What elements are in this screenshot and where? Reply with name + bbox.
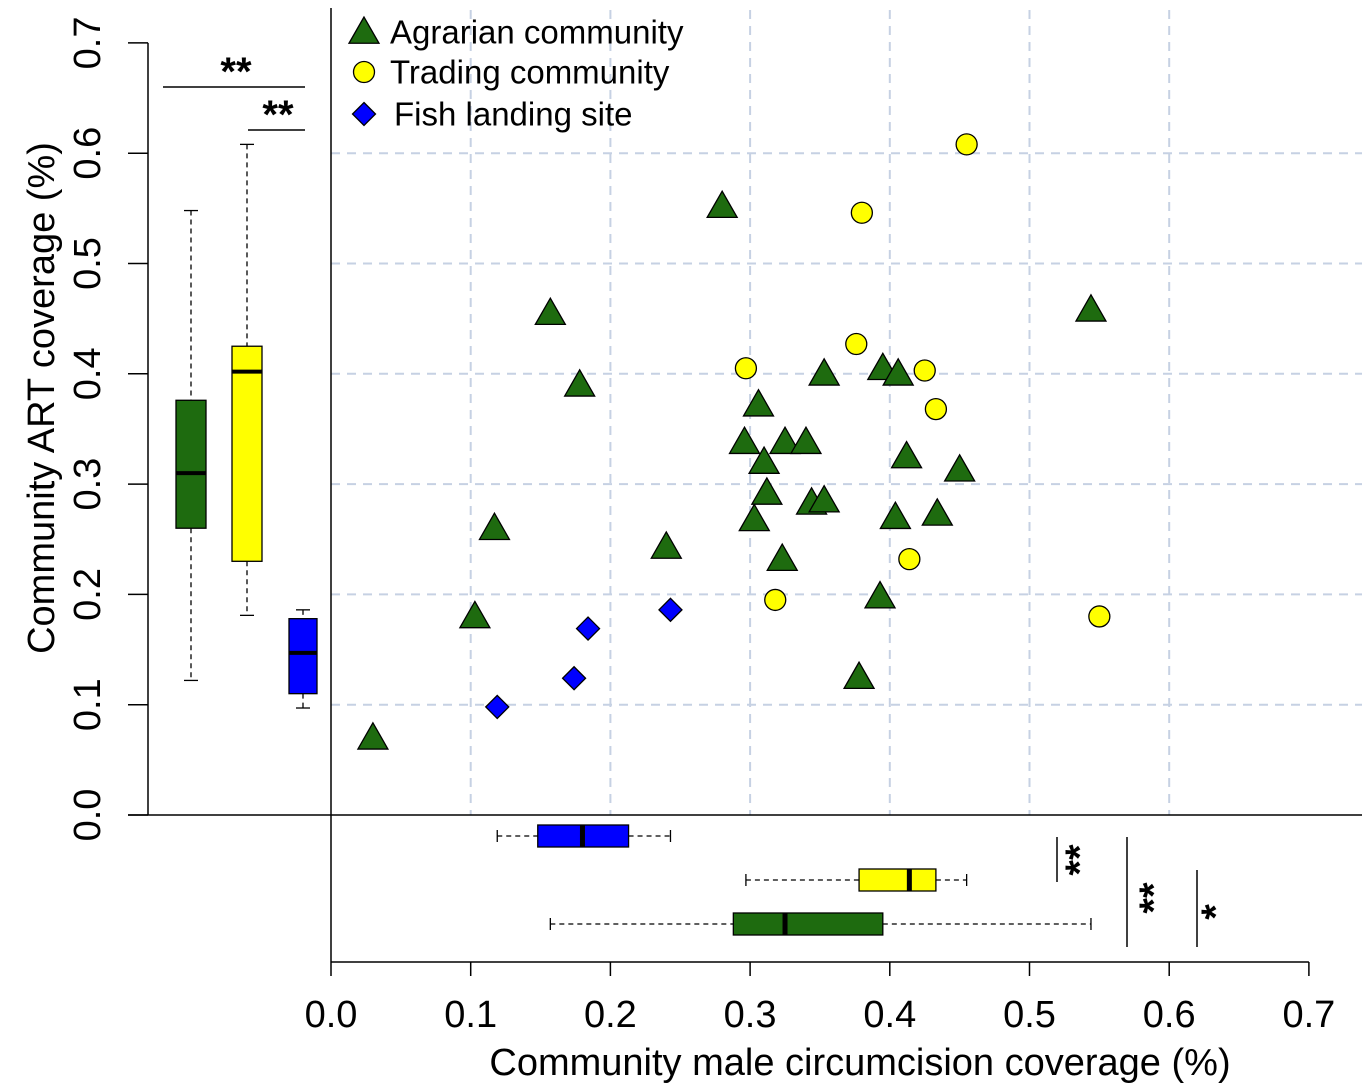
grid-lines	[331, 10, 1362, 815]
triangle-point	[789, 425, 823, 455]
triangle-point	[766, 542, 799, 572]
triangle-point	[747, 445, 781, 474]
box	[231, 345, 263, 562]
axes	[128, 8, 1362, 976]
triangle-point	[863, 580, 897, 609]
triangle-point	[458, 600, 492, 629]
triangle-point	[943, 453, 976, 482]
circle-point	[913, 359, 936, 382]
triangle-point	[768, 425, 802, 455]
triangle-point	[890, 440, 923, 469]
triangle-point	[921, 497, 954, 526]
x-tick-label: 0.6	[1143, 994, 1196, 1036]
significance-label: **	[262, 93, 294, 137]
x-axis-title: Community male circumcision coverage (%)	[489, 1042, 1230, 1084]
y-tick-label: 0.5	[67, 237, 109, 290]
legend-label: Agrarian community	[390, 14, 684, 51]
significance-label: **	[220, 50, 252, 94]
diamond-point	[658, 597, 683, 623]
y-tick-label: 0.0	[67, 789, 109, 842]
x-tick-label: 0.2	[584, 994, 637, 1036]
y-tick-label: 0.3	[67, 458, 109, 511]
triangle-point	[650, 530, 683, 559]
triangle-point	[563, 368, 596, 397]
y-tick-label: 0.6	[67, 127, 109, 180]
box	[175, 399, 207, 529]
triangle-point	[750, 476, 783, 505]
legend-label: Fish landing site	[394, 96, 632, 133]
axis-labels: 0.0 0.1 0.2 0.3 0.4 0.5 0.6 0.7 0.0 0.1 0.2 0.3 0.4 0…	[21, 16, 1335, 1084]
triangle-point	[478, 511, 511, 541]
significance-label: **	[1058, 844, 1102, 876]
x-tick-label: 0.5	[1003, 994, 1056, 1036]
x-tick-label: 0.0	[305, 994, 358, 1036]
triangle-point	[742, 388, 775, 417]
diamond-point	[561, 665, 587, 691]
x-boxplot	[745, 868, 968, 892]
circle-point	[734, 357, 758, 380]
x-boxplot	[496, 824, 672, 848]
y-boxplots	[175, 143, 318, 709]
circle-point	[924, 397, 948, 421]
y-tick-label: 0.1	[67, 678, 109, 731]
triangle-point	[1074, 293, 1108, 322]
box	[858, 868, 937, 892]
diamond-point	[484, 694, 510, 720]
box	[288, 618, 318, 695]
y-tick-label: 0.7	[67, 16, 109, 69]
x-tick-label: 0.7	[1282, 994, 1335, 1036]
x-tick-label: 0.1	[444, 994, 497, 1036]
y-tick-label: 0.2	[67, 568, 109, 621]
diamond-point	[575, 616, 601, 642]
x-boxplots	[496, 824, 1092, 936]
triangle-point	[842, 660, 876, 690]
y-axis-title: Community ART coverage (%)	[21, 142, 63, 654]
triangle-point	[706, 189, 739, 219]
triangle-point	[356, 721, 390, 750]
y-boxplot	[288, 609, 318, 709]
triangle-point	[879, 500, 912, 530]
triangle-point	[808, 484, 841, 513]
circle-point	[850, 201, 874, 224]
triangle-point	[808, 357, 841, 386]
circle-point	[1088, 605, 1111, 628]
legend-triangle-icon	[347, 15, 381, 44]
legend-circle-icon	[352, 60, 376, 84]
legend-label: Trading community	[390, 54, 670, 91]
legend-item: Agrarian community	[347, 14, 684, 51]
significance-label: **	[1132, 882, 1176, 914]
significance-label: *	[1194, 904, 1238, 920]
y-boxplot	[231, 143, 263, 617]
circle-point	[955, 133, 978, 156]
legend-item: Trading community	[352, 54, 670, 91]
y-boxplot	[175, 209, 207, 682]
circle-point	[764, 588, 787, 612]
legend-diamond-icon	[351, 101, 377, 127]
triangle-point	[534, 296, 567, 326]
circle-point	[898, 547, 921, 571]
legend-item: Fish landing site	[351, 96, 632, 133]
x-tick-label: 0.3	[724, 994, 777, 1036]
triangle-point	[882, 357, 915, 386]
data-points	[356, 133, 1111, 750]
x-boxplot	[549, 912, 1092, 936]
y-tick-label: 0.4	[67, 347, 109, 400]
triangle-point	[738, 503, 771, 532]
circle-point	[845, 332, 868, 356]
x-tick-label: 0.4	[863, 994, 916, 1036]
triangle-point	[728, 425, 761, 455]
box	[732, 912, 884, 936]
